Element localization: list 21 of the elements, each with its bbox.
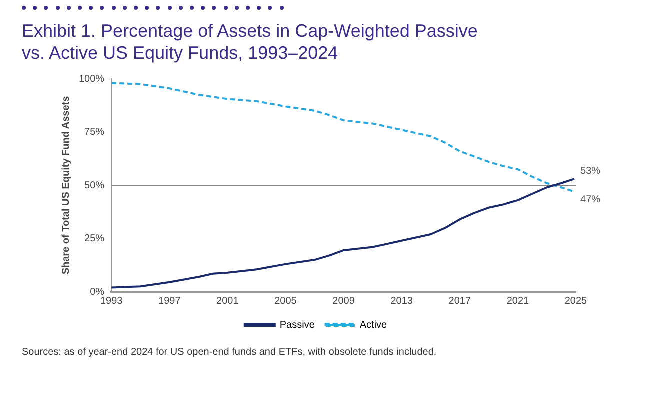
- x-tick-label: 2001: [216, 296, 240, 307]
- x-tick-label: 2017: [448, 296, 472, 307]
- x-tick-label: 1997: [158, 296, 182, 307]
- chart-title: Exhibit 1. Percentage of Assets in Cap-Weighted Passive vs. Active US Equity Funds, 1993–2024: [22, 20, 479, 64]
- y-tick-label: 50%: [84, 180, 105, 192]
- source-note: Sources: as of year-end 2024 for US open-end funds and ETFs, with obsolete funds included.: [22, 346, 438, 359]
- data-label: 47%: [580, 194, 601, 206]
- x-tick-label: 2005: [274, 296, 298, 307]
- y-axis-title: Share of Total US Equity Fund Assets: [60, 96, 72, 275]
- legend-label: Active: [360, 320, 388, 331]
- x-tick-label: 2025: [564, 296, 588, 307]
- y-tick-label: 0%: [90, 286, 105, 298]
- legend-label: Passive: [280, 320, 316, 331]
- x-tick-label: 2013: [390, 296, 414, 307]
- y-tick-label: 75%: [84, 127, 105, 138]
- data-label: 53%: [580, 166, 601, 177]
- x-tick-label: 2009: [332, 296, 356, 307]
- y-tick-label: 25%: [84, 234, 105, 244]
- y-tick-label: 100%: [79, 74, 105, 85]
- x-tick-label: 2021: [506, 296, 530, 307]
- x-tick-label: 1993: [100, 296, 124, 307]
